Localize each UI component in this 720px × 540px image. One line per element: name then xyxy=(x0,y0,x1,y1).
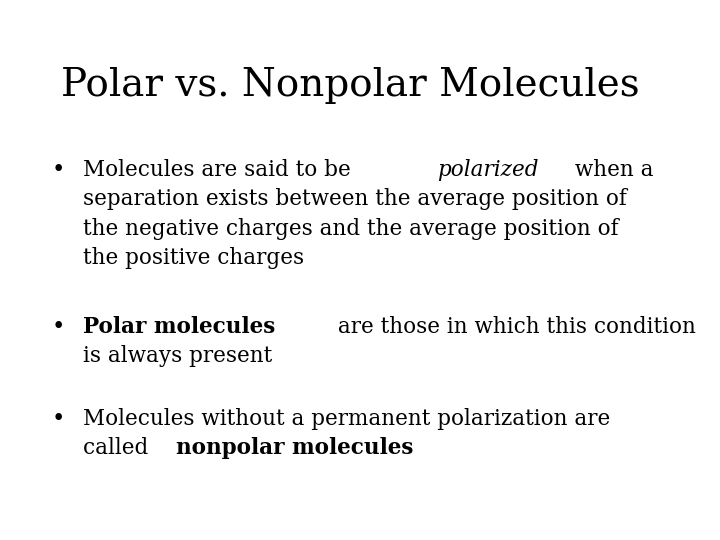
Text: Molecules without a permanent polarization are: Molecules without a permanent polarizati… xyxy=(83,408,610,430)
Text: called: called xyxy=(83,437,155,459)
Text: is always present: is always present xyxy=(83,345,272,367)
Text: the negative charges and the average position of: the negative charges and the average pos… xyxy=(83,218,618,240)
Text: Molecules are said to be: Molecules are said to be xyxy=(83,159,357,181)
Text: •: • xyxy=(52,408,66,430)
Text: when a: when a xyxy=(568,159,654,181)
Text: nonpolar molecules: nonpolar molecules xyxy=(176,437,413,459)
Text: Polar vs. Nonpolar Molecules: Polar vs. Nonpolar Molecules xyxy=(61,68,640,105)
Text: •: • xyxy=(52,316,66,338)
Text: •: • xyxy=(52,159,66,181)
Text: the positive charges: the positive charges xyxy=(83,247,304,269)
Text: polarized: polarized xyxy=(437,159,539,181)
Text: Polar molecules: Polar molecules xyxy=(83,316,275,338)
Text: are those in which this condition: are those in which this condition xyxy=(331,316,696,338)
Text: separation exists between the average position of: separation exists between the average po… xyxy=(83,188,626,211)
